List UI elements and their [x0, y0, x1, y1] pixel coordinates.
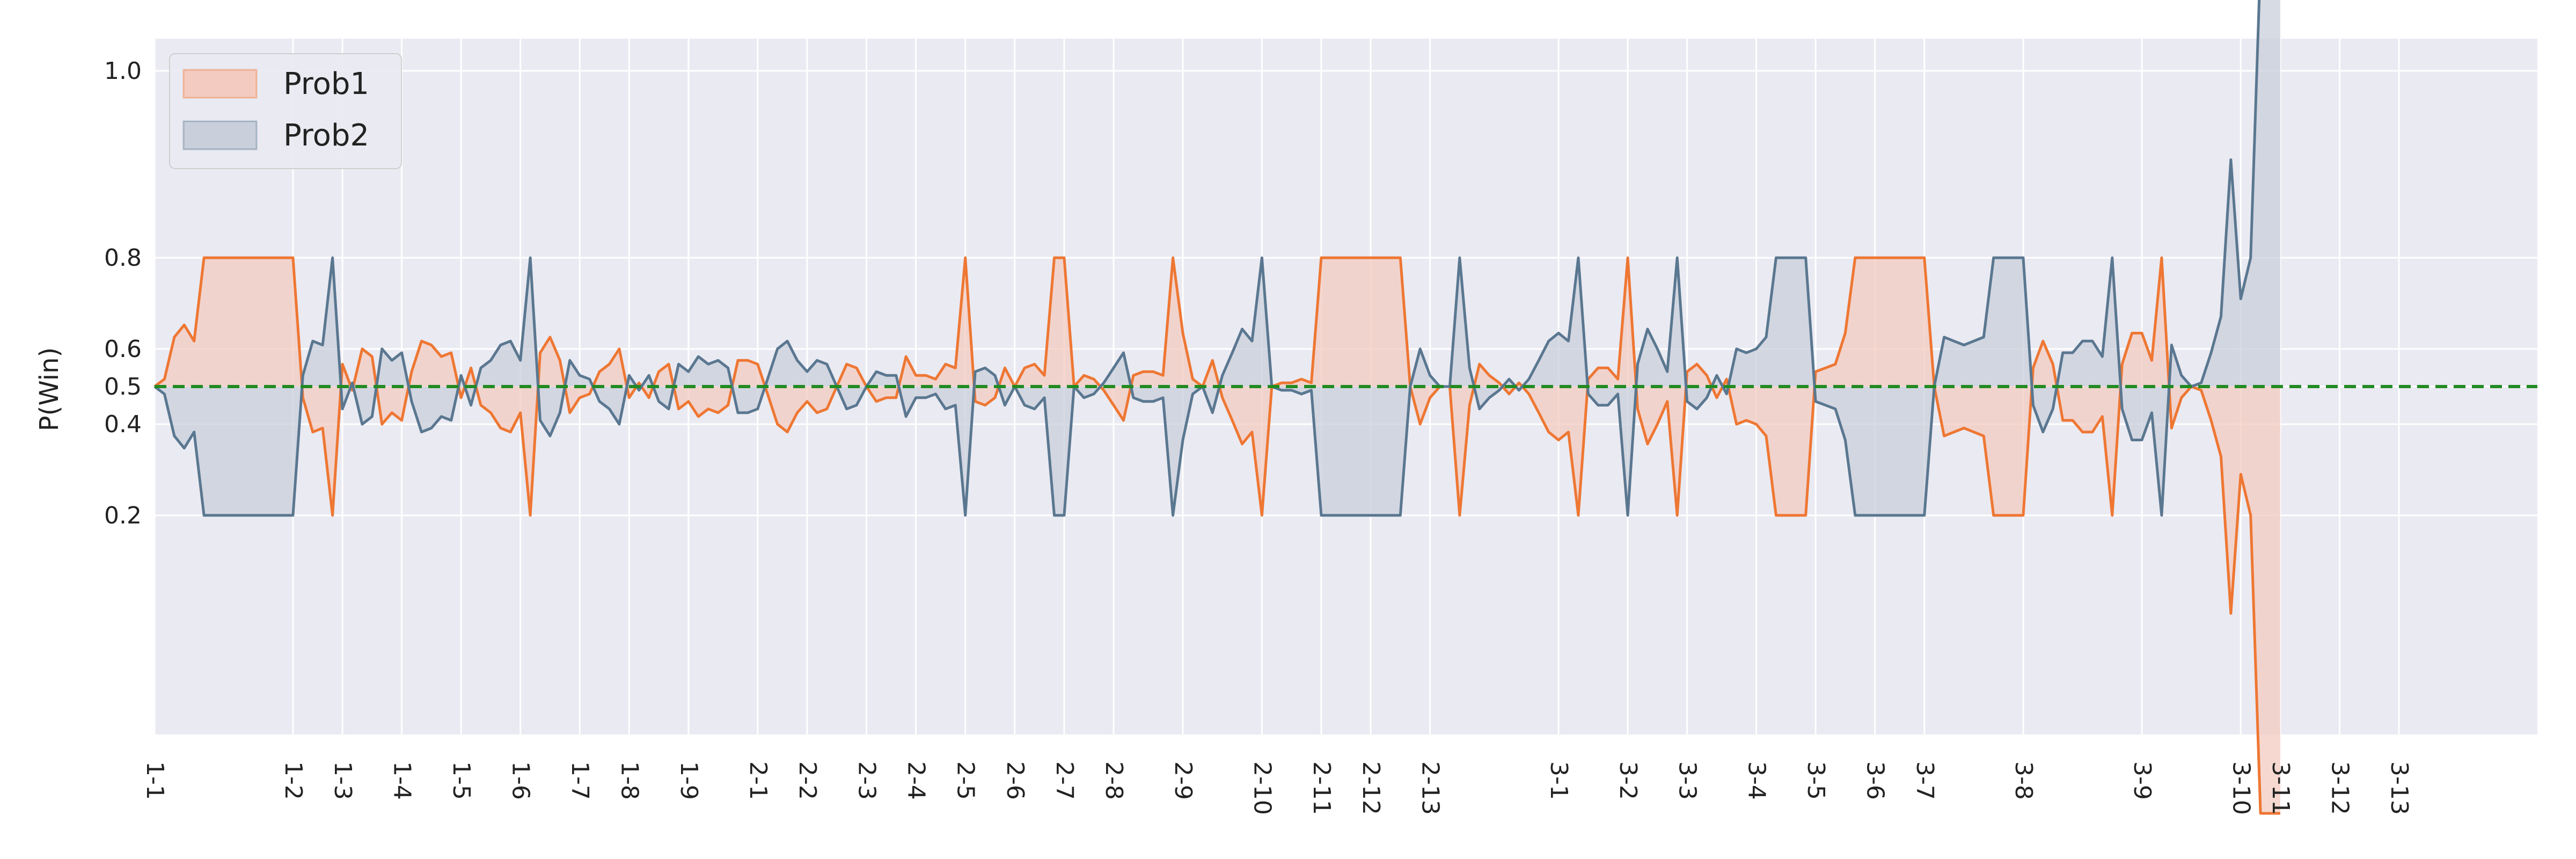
prob2-line: [153, 0, 2261, 517]
x-tick-label: 2-7: [1051, 761, 1078, 800]
x-tick-label: 3-10: [2227, 761, 2255, 815]
x-tick-label: 2-8: [1100, 761, 1128, 800]
x-tick-label: 3-11: [2267, 761, 2294, 815]
legend: Prob1 Prob2: [169, 53, 402, 169]
x-tick-label: 3-2: [1614, 761, 1642, 800]
x-tick-label: 2-6: [1001, 761, 1029, 800]
x-tick-label: 3-12: [2326, 761, 2354, 815]
y-tick-label: 0.8: [104, 244, 142, 272]
x-tick-label: 1-6: [507, 761, 535, 800]
x-tick-label: 2-4: [903, 761, 930, 800]
prob1-fill: [155, 258, 2280, 813]
x-tick-label: 3-1: [1545, 761, 1572, 800]
x-tick-labels: 1-1 1-2 1-3 1-4 1-5 1-6 1-7 1-8 1-9 2-1 2-2 2-3 2-4 2…: [141, 761, 2413, 815]
y-tick-label: 0.2: [104, 502, 142, 529]
legend-swatch-prob1: [182, 69, 258, 99]
x-tick-label: 1-9: [675, 761, 702, 800]
y-axis-label: P(Win): [34, 347, 64, 432]
x-tick-label: 3-9: [2128, 761, 2156, 800]
x-tick-label: 1-8: [616, 761, 643, 800]
x-tick-label: 3-8: [2010, 761, 2037, 800]
legend-swatch-prob2: [182, 120, 258, 150]
prob1-line: [153, 256, 2280, 815]
x-tick-label: 3-5: [1802, 761, 1829, 800]
x-tick-label: 2-9: [1169, 761, 1197, 800]
legend-label-prob1: Prob1: [283, 67, 369, 101]
x-tick-label: 2-3: [853, 761, 880, 800]
x-tick-label: 3-4: [1743, 761, 1770, 800]
x-tick-label: 1-2: [280, 761, 307, 800]
x-tick-label: 2-11: [1308, 761, 1335, 815]
x-tick-label: 2-13: [1417, 761, 1444, 815]
x-tick-label: 2-12: [1357, 761, 1385, 815]
y-tick-label: 0.6: [104, 336, 142, 363]
prob1-area: [155, 258, 2280, 813]
y-tick-label: 1.0: [104, 57, 142, 85]
x-tick-label: 3-3: [1674, 761, 1701, 800]
x-tick-label: 2-2: [794, 761, 821, 800]
x-tick-label: 2-10: [1248, 761, 1276, 815]
x-tick-label: 3-13: [2385, 761, 2413, 815]
x-tick-label: 1-5: [448, 761, 475, 800]
x-tick-label: 1-7: [566, 761, 594, 800]
y-tick-labels: 0.2 0.4 0.5 0.6 0.8 1.0: [104, 57, 142, 529]
y-tick-label: 0.5: [104, 373, 142, 401]
y-tick-label: 0.4: [104, 411, 142, 438]
x-tick-label: 2-5: [952, 761, 979, 800]
legend-label-prob2: Prob2: [283, 118, 369, 153]
x-tick-label: 2-1: [744, 761, 772, 800]
x-tick-label: 1-4: [389, 761, 416, 800]
x-tick-label: 3-7: [1911, 761, 1938, 800]
x-tick-label: 1-1: [141, 761, 169, 800]
series-lines: [153, 0, 2280, 815]
x-tick-label: 1-3: [329, 761, 356, 800]
x-tick-label: 3-6: [1862, 761, 1889, 800]
